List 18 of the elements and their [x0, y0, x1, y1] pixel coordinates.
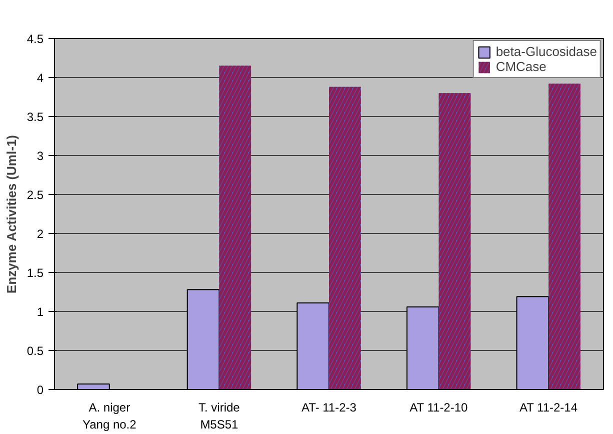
x-tick-label: T. viride M5S51	[198, 400, 240, 432]
y-tick-label: 4.5	[26, 32, 44, 46]
y-tick-label: 1.5	[26, 266, 44, 280]
y-tick-label: 0.5	[26, 344, 44, 358]
x-tick-label: AT 11-2-14	[519, 400, 578, 414]
y-tick-label: 3	[36, 149, 44, 163]
y-tick-label: 0	[36, 383, 44, 397]
x-tick-label: A. niger Yang no.2	[82, 400, 137, 432]
y-tick-label: 2.5	[26, 188, 44, 202]
y-tick-label: 3.5	[26, 110, 44, 124]
y-tick-label: 4	[36, 71, 44, 85]
x-tick-label: AT 11-2-10	[410, 400, 468, 414]
legend-label: beta-Glucosidase	[496, 44, 597, 59]
x-tick-label: AT- 11-2-3	[302, 400, 357, 414]
y-axis-title: Enzyme Activities (Uml-1)	[4, 135, 19, 294]
y-tick-label: 2	[36, 227, 44, 241]
y-tick-label: 1	[36, 305, 44, 319]
legend-label: CMCase	[496, 59, 546, 74]
